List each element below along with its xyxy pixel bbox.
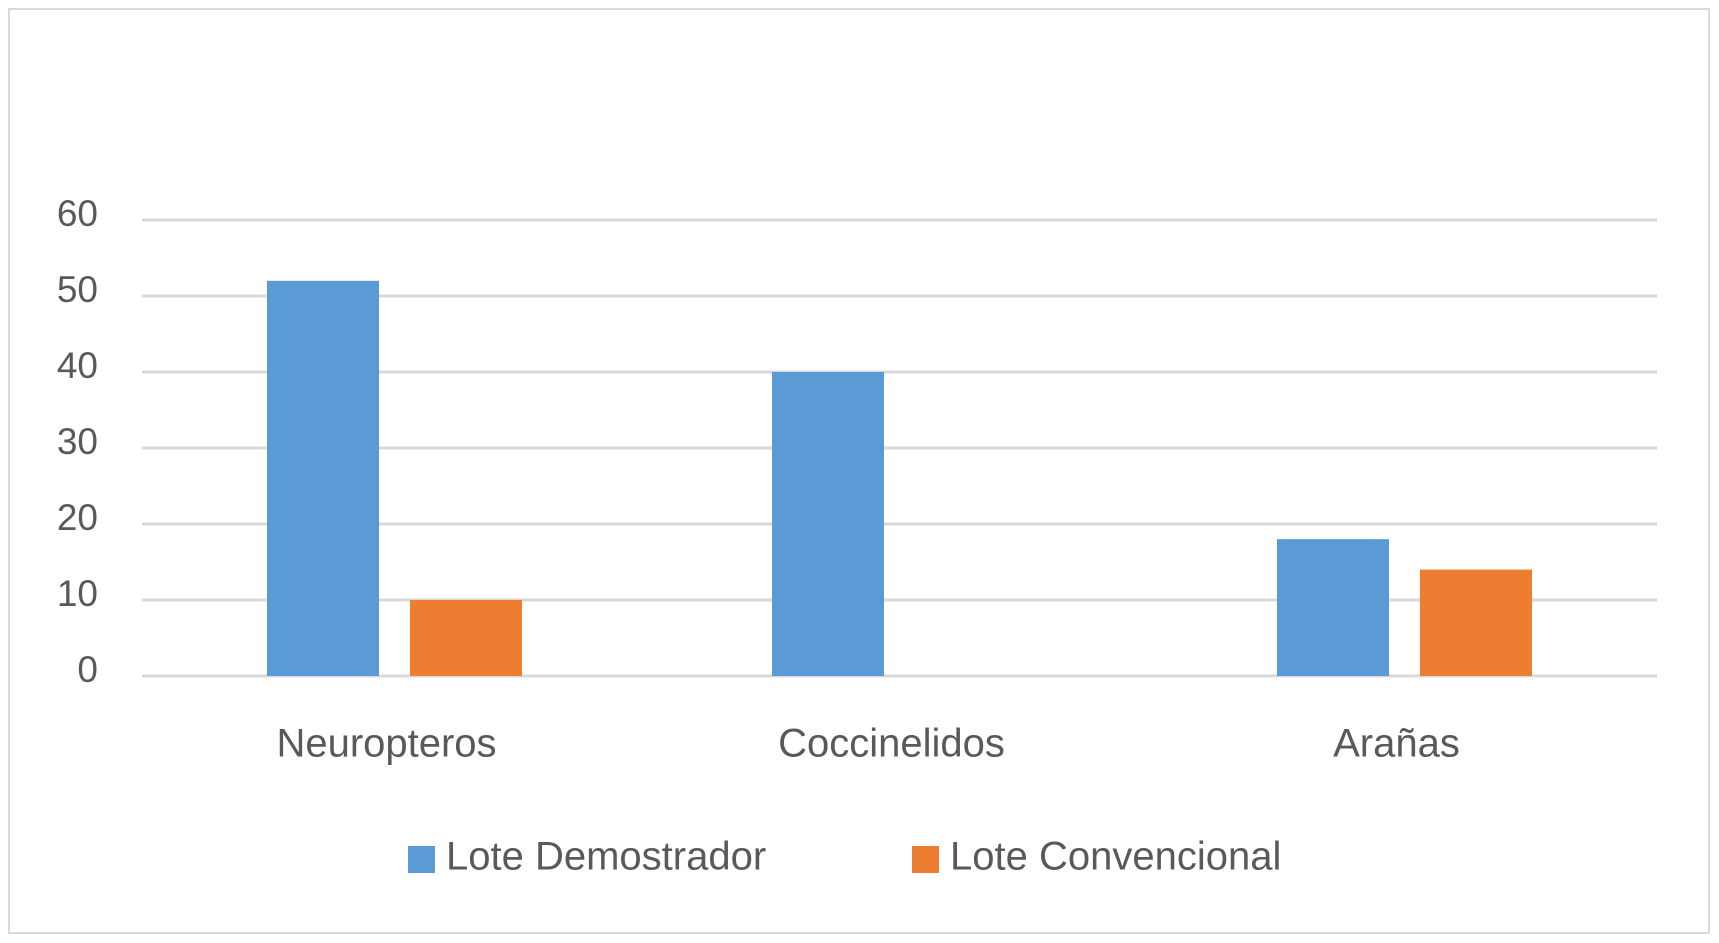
bar xyxy=(772,372,884,676)
y-tick-label: 60 xyxy=(57,193,98,234)
y-tick-label: 0 xyxy=(77,649,98,690)
legend-label: Lote Demostrador xyxy=(446,835,766,879)
y-tick-label: 20 xyxy=(57,497,98,538)
x-tick-label: Coccinelidos xyxy=(778,722,1005,766)
legend-label: Lote Convencional xyxy=(950,835,1281,879)
y-tick-label: 50 xyxy=(57,269,98,310)
x-tick-label: Neuropteros xyxy=(276,722,496,766)
y-tick-label: 40 xyxy=(57,345,98,386)
bar xyxy=(1420,569,1532,676)
bar xyxy=(410,600,522,676)
y-tick-label: 30 xyxy=(57,421,98,462)
bar xyxy=(1277,539,1389,676)
y-tick-label: 10 xyxy=(57,573,98,614)
legend-swatch xyxy=(912,846,939,873)
x-tick-label: Arañas xyxy=(1333,722,1460,766)
legend-swatch xyxy=(408,846,435,873)
bar xyxy=(267,280,379,676)
